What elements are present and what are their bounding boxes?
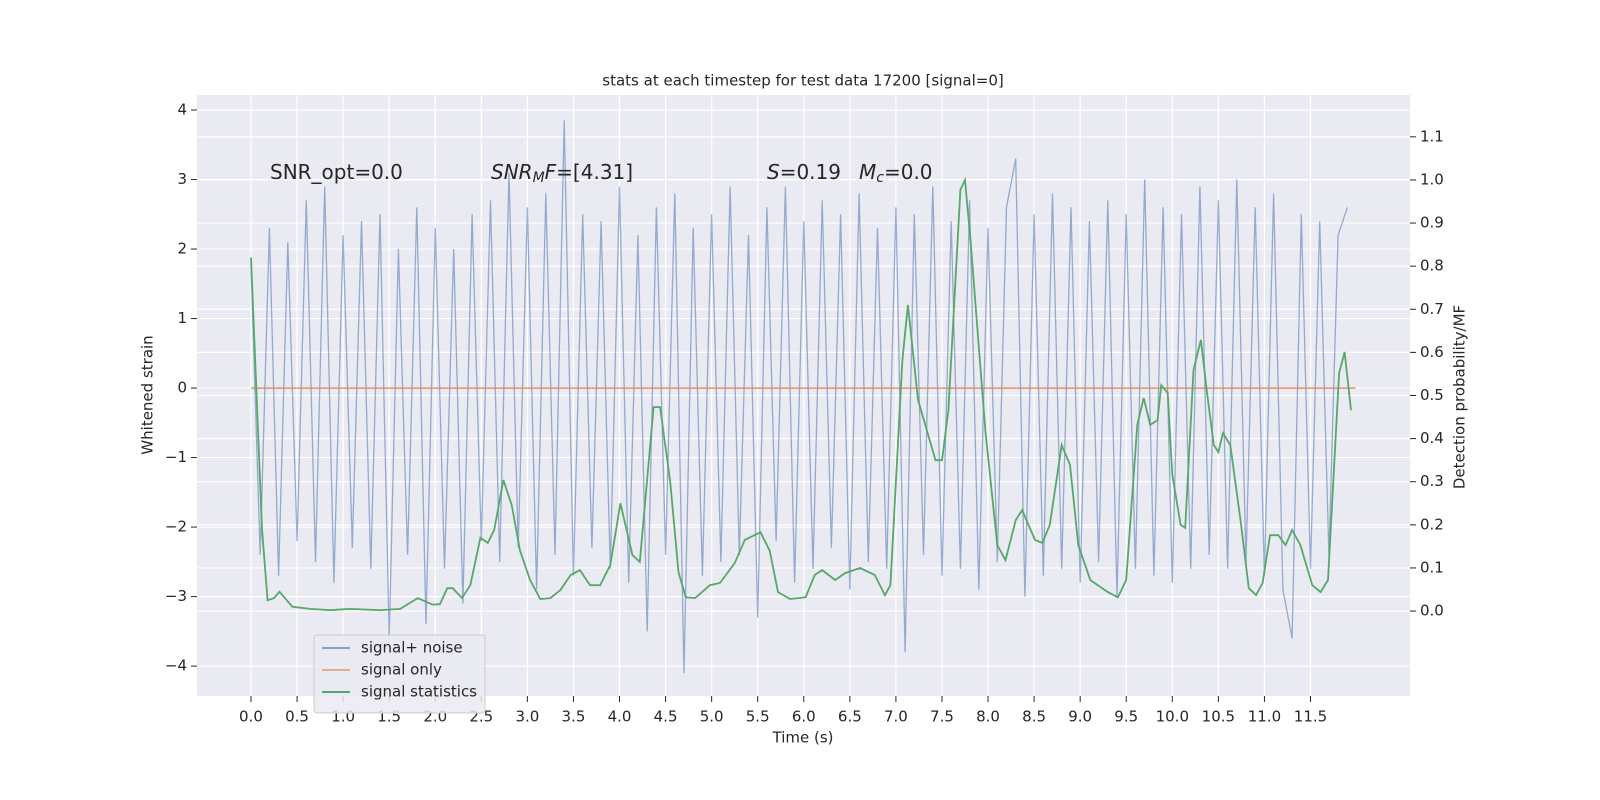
x-tick-label: 7.5 [930, 708, 954, 726]
x-tick-label: 5.5 [746, 708, 770, 726]
y2-tick-label: 0.1 [1420, 558, 1444, 576]
y2-tick-label: 0.6 [1420, 343, 1444, 361]
annotation: SNR_opt=0.0 [270, 160, 403, 184]
y2-axis-label: Detection probability/MF [1451, 305, 1469, 489]
y-tick-label: −1 [165, 448, 187, 466]
x-tick-label: 4.5 [654, 708, 678, 726]
x-tick-label: 11.5 [1294, 708, 1327, 726]
annotation-part: SNR_opt=0.0 [270, 160, 403, 184]
x-tick-label: 10.0 [1156, 708, 1189, 726]
series-line [250, 176, 1352, 612]
legend-box [313, 634, 486, 714]
y2-tick-label: 0.2 [1420, 515, 1444, 533]
y-tick-label: 1 [177, 309, 187, 327]
annotation: Mc=0.0 [859, 160, 933, 187]
y2-tick-label: 1.1 [1420, 127, 1444, 145]
y2-tick-label: 0.4 [1420, 429, 1444, 447]
x-tick-label: 9.5 [1114, 708, 1138, 726]
annotation-part: SNR [491, 160, 533, 184]
x-tick-label: 0.0 [239, 708, 263, 726]
y2-tick-label: 0.3 [1420, 472, 1444, 490]
annotation-part: c [876, 170, 884, 186]
x-tick-label: 8.5 [1022, 708, 1046, 726]
y-tick-label: −2 [165, 518, 187, 536]
x-tick-label: 4.0 [608, 708, 632, 726]
x-tick-label: 6.5 [838, 708, 862, 726]
chart-title: stats at each timestep for test data 172… [602, 72, 1003, 90]
y2-tick-label: 0.7 [1420, 300, 1444, 318]
x-tick-label: 11.0 [1248, 708, 1281, 726]
y-tick-label: 4 [177, 101, 187, 119]
annotation-part: =[4.31] [556, 160, 633, 184]
y-axis-label: Whitened strain [139, 335, 157, 454]
y-tick-label: 2 [177, 240, 187, 258]
x-tick-label: 8.0 [976, 708, 1000, 726]
y2-tick-label: 0.5 [1420, 386, 1444, 404]
y2-tick-label: 1.0 [1420, 170, 1444, 188]
x-axis-label: Time (s) [772, 729, 834, 747]
marks [250, 120, 1356, 674]
x-tick-label: 3.0 [515, 708, 539, 726]
x-tick-label: 9.0 [1068, 708, 1092, 726]
annotation: S=0.19 [767, 160, 841, 184]
annotation: SNRMF=[4.31] [491, 160, 633, 187]
y2-tick-label: 0.0 [1420, 602, 1444, 620]
x-tick-label: 3.5 [562, 708, 586, 726]
annotation-part: M [859, 160, 876, 184]
x-tick-label: 6.0 [792, 708, 816, 726]
y2-tick-label: 0.8 [1420, 257, 1444, 275]
y2-tick-label: 0.9 [1420, 214, 1444, 232]
x-tick-label: 5.0 [700, 708, 724, 726]
y-tick-label: −3 [165, 587, 187, 605]
annotation-part: =0.0 [884, 160, 933, 184]
y-tick-label: −4 [165, 657, 187, 675]
x-tick-label: 0.5 [285, 708, 309, 726]
annotation-part: F [545, 160, 557, 184]
labels: 0.0 0.5 1.0 1.5 2.0 2.5 3.0 3.5 4.0 4.5 5.0 5.5 6.0 6… [165, 101, 1444, 726]
x-tick-label: 10.5 [1202, 708, 1235, 726]
y-tick-label: 3 [177, 170, 187, 188]
x-tick-label: 7.0 [884, 708, 908, 726]
annotation-part: M [533, 170, 545, 186]
annotation-part: S [767, 160, 780, 184]
legend-label: signal statistics [361, 683, 477, 701]
series-line [250, 120, 1349, 674]
annotation-part: =0.19 [780, 160, 841, 184]
legend-label: signal only [361, 661, 442, 679]
y-tick-label: 0 [177, 379, 187, 397]
legend-label: signal+ noise [361, 639, 463, 657]
